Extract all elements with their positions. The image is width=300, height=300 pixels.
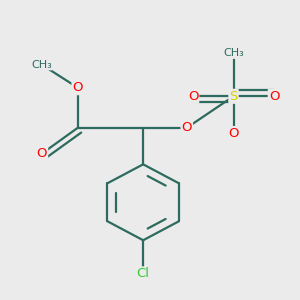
Text: O: O: [188, 90, 198, 103]
Text: O: O: [182, 121, 192, 134]
Text: Cl: Cl: [137, 267, 150, 280]
Text: S: S: [229, 90, 238, 103]
Text: CH₃: CH₃: [32, 60, 52, 70]
Text: O: O: [228, 127, 239, 140]
Text: O: O: [269, 90, 279, 103]
Text: O: O: [37, 147, 47, 160]
Text: CH₃: CH₃: [223, 48, 244, 58]
Text: O: O: [73, 81, 83, 94]
